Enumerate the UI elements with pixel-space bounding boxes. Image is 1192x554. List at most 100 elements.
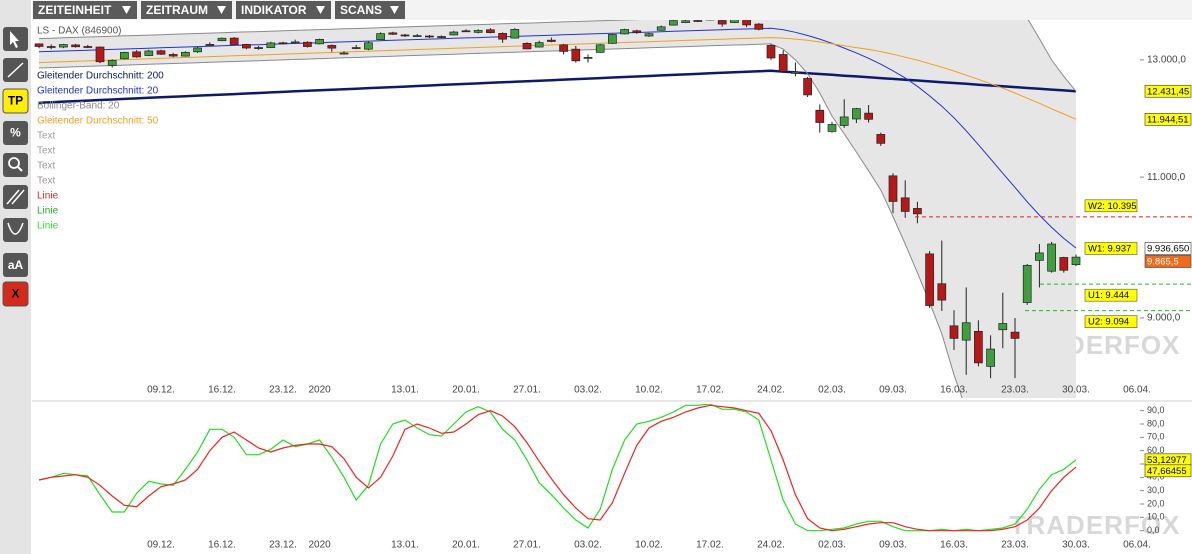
candle-body: [412, 35, 422, 37]
y-tick-label: 10,0: [1147, 512, 1165, 522]
dropdown-arrow: [217, 6, 226, 14]
x-tick-label: 09.03.: [879, 385, 907, 396]
x-tick-label: 16.03.: [940, 385, 968, 396]
menu-button[interactable]: [141, 1, 232, 19]
tool-delete[interactable]: [2, 281, 29, 307]
legend-entry: Text: [37, 161, 56, 172]
y-tick-label: 80,0: [1147, 418, 1165, 428]
instrument-title: LS - DAX (846900): [37, 26, 122, 37]
level-label-box: [1084, 199, 1138, 213]
x-tick-label: 30.03.: [1062, 385, 1090, 396]
menu-button[interactable]: [335, 1, 405, 19]
candle-body: [59, 44, 68, 48]
candle-body: [534, 42, 544, 48]
candle-body: [608, 34, 617, 44]
candle-body: [937, 283, 947, 301]
candle-body: [486, 29, 495, 33]
candle-body: [461, 30, 471, 33]
level-label: W2: 10.395: [1088, 201, 1137, 212]
candle-body: [327, 45, 337, 49]
x-tick-label: 06.04.: [1123, 385, 1151, 396]
candle-body: [303, 41, 312, 47]
candle-body: [132, 51, 141, 58]
legend-entry: Bollinger-Band: 20: [37, 101, 120, 112]
x-tick-label: 24.02.: [757, 385, 785, 396]
x-tick-label: 10.02.: [635, 385, 663, 396]
tool-tp[interactable]: [2, 88, 29, 114]
candle-body: [498, 33, 507, 40]
dropdown-arrow: [390, 6, 399, 14]
menu-button[interactable]: [33, 1, 137, 19]
legend-entry: Gleitender Durchschnitt: 50: [37, 116, 159, 127]
x-tick-label: 17.02.: [696, 540, 724, 551]
tool-curve[interactable]: [3, 218, 28, 242]
line-icon: [7, 62, 24, 78]
y-tick-label: 90,0: [1147, 405, 1165, 415]
curve-icon: [7, 222, 24, 235]
price-tag-label: 47,66455: [1147, 466, 1187, 477]
level-label-box: [1084, 315, 1138, 328]
tool-parallel[interactable]: [3, 185, 28, 209]
candle-body: [229, 37, 239, 45]
candle-body: [1071, 256, 1081, 266]
moving-average-line: [38, 37, 1077, 120]
candle-body: [193, 47, 202, 53]
candle-body: [754, 23, 764, 30]
candle-body: [986, 348, 995, 367]
legend-entry: Linie: [37, 191, 59, 202]
tool-label: %: [10, 126, 21, 140]
candle-body: [998, 323, 1008, 331]
price-tag-label: 9.936,650: [1147, 243, 1189, 254]
oscillator-plot: [38, 404, 1077, 532]
x-tick-label: 23.12.: [269, 385, 297, 396]
candle-body: [644, 33, 654, 37]
tool-percent[interactable]: [3, 121, 28, 145]
candle-body: [71, 44, 80, 48]
candle-body: [364, 42, 373, 50]
candle-body: [571, 48, 581, 62]
candle-body: [400, 34, 410, 37]
x-tick-label: 20.01.: [452, 540, 480, 551]
x-tick-label: 16.12.: [208, 540, 236, 551]
legend-entry: Text: [37, 146, 56, 157]
parallel-icon: [6, 189, 25, 205]
candle-body: [839, 116, 849, 126]
candle-body: [425, 35, 434, 38]
tool-label: X: [11, 287, 19, 301]
candle-body: [46, 46, 56, 48]
candle-body: [1035, 252, 1044, 261]
price-tag-label: 12.431,45: [1147, 86, 1189, 97]
x-tick-label: 30.03.: [1062, 540, 1090, 551]
candle-body: [510, 29, 520, 39]
candle-body: [852, 108, 861, 120]
candle-body: [913, 208, 922, 215]
tool-text[interactable]: [3, 253, 28, 277]
price-tag: [1144, 255, 1192, 268]
x-tick-label: 17.02.: [696, 385, 724, 396]
oscillator-line: [38, 404, 1077, 532]
tool-zoom[interactable]: [3, 153, 28, 177]
legend-entry: Linie: [37, 221, 59, 232]
price-tag: [1144, 84, 1192, 98]
x-tick-label: 13.01.: [391, 540, 419, 551]
menu-label: ZEITEINHEIT: [38, 3, 112, 17]
x-tick-label: 02.03.: [818, 385, 846, 396]
candle-body: [522, 42, 532, 50]
candle-body: [632, 30, 642, 34]
oscillator-line: [38, 404, 1077, 532]
menu-button[interactable]: [236, 1, 331, 19]
level-label: U2: 9.094: [1088, 317, 1129, 328]
x-tick-label: 27.01.: [513, 540, 541, 551]
x-tick-label: 23.03.: [1001, 540, 1029, 551]
price-plot: [34, 20, 1081, 398]
candle-body: [1047, 243, 1056, 272]
y-tick-label: 60,0: [1147, 445, 1165, 455]
legend-entry: Linie: [37, 206, 59, 217]
candle-body: [766, 45, 776, 59]
candle-body: [1010, 331, 1020, 339]
candle-body: [705, 20, 715, 21]
candle-body: [83, 46, 93, 48]
x-tick-label: 02.03.: [818, 540, 846, 551]
legend-entry: Gleitender Durchschnitt: 200: [37, 71, 164, 82]
candle-body: [107, 60, 117, 66]
